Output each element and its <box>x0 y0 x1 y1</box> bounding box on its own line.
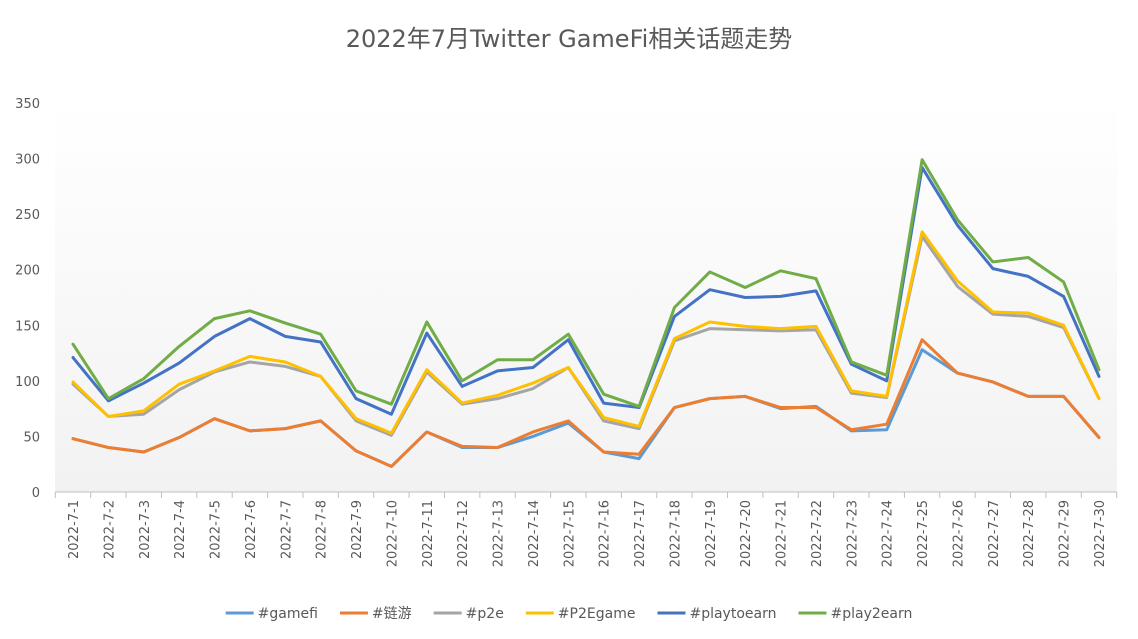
x-tick-label: 2022-7-19 <box>704 500 719 567</box>
x-tick-label: 2022-7-6 <box>244 500 259 559</box>
x-tick-label: 2022-7-24 <box>881 500 896 567</box>
x-tick-label: 2022-7-23 <box>845 500 860 567</box>
chart-title: 2022年7月Twitter GameFi相关话题走势 <box>346 25 793 53</box>
legend-label: #play2earn <box>830 606 912 622</box>
legend-label: #P2Egame <box>558 606 636 622</box>
x-tick-label: 2022-7-28 <box>1022 500 1037 567</box>
x-tick-label: 2022-7-25 <box>916 500 931 567</box>
series-line <box>71 230 1101 435</box>
y-tick-label: 250 <box>15 208 40 223</box>
series-line <box>71 165 1101 416</box>
x-tick-label: 2022-7-4 <box>173 500 188 559</box>
x-tick-label: 2022-7-15 <box>562 500 577 567</box>
legend-label: #playtoearn <box>689 606 776 622</box>
y-tick-label: 0 <box>32 486 40 501</box>
x-tick-label: 2022-7-2 <box>102 500 117 559</box>
x-tick-label: 2022-7-8 <box>315 500 330 559</box>
x-tick-label: 2022-7-5 <box>209 500 224 559</box>
y-tick-label: 300 <box>15 153 40 168</box>
y-tick-label: 200 <box>15 264 40 279</box>
legend-label: #p2e <box>466 606 504 622</box>
x-tick-label: 2022-7-18 <box>668 500 683 567</box>
y-tick-label: 50 <box>23 430 40 445</box>
x-tick-label: 2022-7-27 <box>987 500 1002 567</box>
plot-area <box>55 100 1117 492</box>
x-tick-label: 2022-7-9 <box>350 500 365 559</box>
x-tick-label: 2022-7-13 <box>492 500 507 567</box>
x-tick-label: 2022-7-10 <box>385 500 400 567</box>
x-tick-label: 2022-7-1 <box>67 500 82 559</box>
series-line <box>71 338 1101 468</box>
legend: #gamefi #链游 #p2e #P2Egame #playtoearn #play2e… <box>225 606 912 622</box>
x-tick-label: 2022-7-14 <box>527 500 542 567</box>
x-tick-label: 2022-7-12 <box>456 500 471 567</box>
x-tick-label: 2022-7-30 <box>1093 500 1108 567</box>
x-tick-label: 2022-7-7 <box>279 500 294 559</box>
legend-label: #gamefi <box>258 606 318 622</box>
x-tick-label: 2022-7-21 <box>775 500 790 567</box>
x-tick-label: 2022-7-11 <box>421 500 436 567</box>
x-tick-label: 2022-7-3 <box>138 500 153 559</box>
x-tick-label: 2022-7-26 <box>951 500 966 567</box>
y-tick-label: 150 <box>15 319 40 334</box>
series-line <box>71 158 1101 408</box>
x-tick-label: 2022-7-17 <box>633 500 648 567</box>
x-tick-label: 2022-7-20 <box>739 500 754 567</box>
legend-label: #链游 <box>372 606 412 622</box>
x-tick-label: 2022-7-16 <box>598 500 613 567</box>
x-tick-label: 2022-7-22 <box>810 500 825 567</box>
x-tick-label: 2022-7-29 <box>1058 500 1073 567</box>
y-tick-label: 350 <box>15 97 40 112</box>
y-tick-label: 100 <box>15 375 40 390</box>
